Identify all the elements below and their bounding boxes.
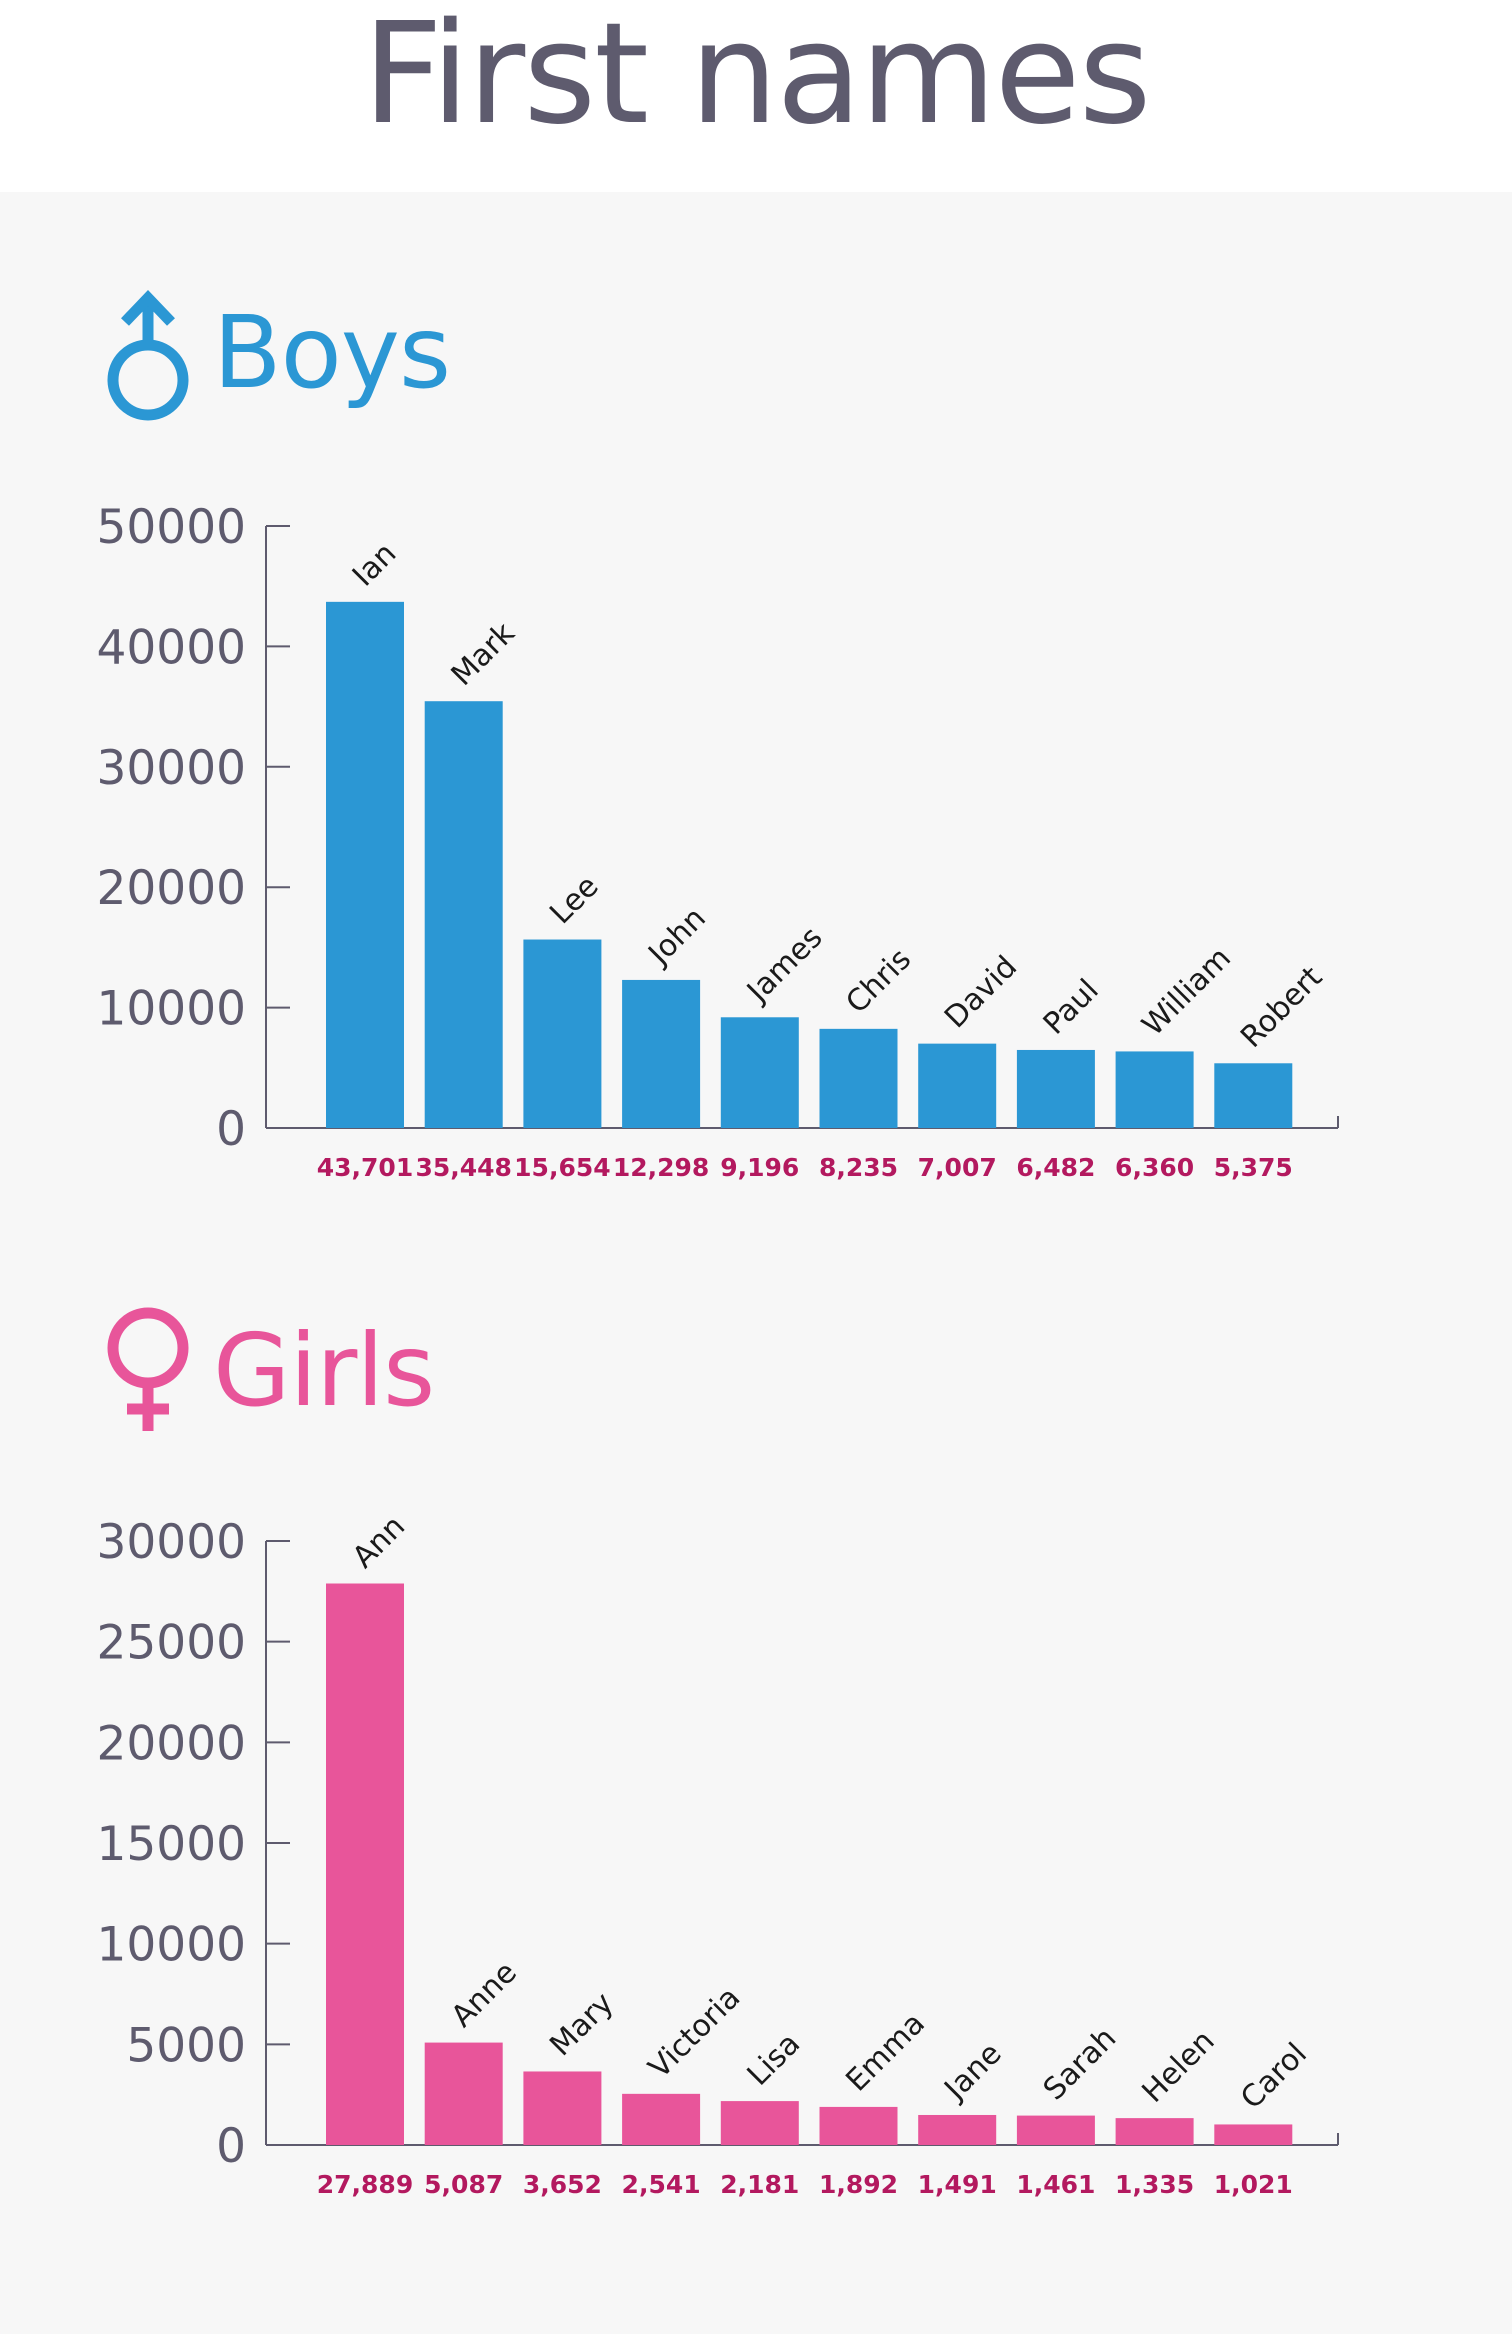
female-symbol-icon [107, 1307, 189, 1431]
chart-panel [0, 192, 1512, 2334]
bar-category-label: Victoria [642, 1980, 747, 2085]
y-tick-label: 10000 [96, 1918, 246, 1973]
bar [918, 1043, 997, 1128]
bar-value-label: 1,892 [819, 2170, 898, 2199]
y-tick-label: 40000 [96, 620, 246, 675]
bar-value-label: 8,235 [819, 1153, 898, 1182]
bar [523, 2071, 602, 2145]
bar [1016, 1049, 1095, 1128]
bar-value-label: 1,021 [1214, 2170, 1293, 2199]
boys-section-header: Boys [105, 288, 605, 428]
bar-value-label: 12,298 [613, 1153, 709, 1182]
y-tick-label: 20000 [96, 861, 246, 916]
y-tick-label: 30000 [96, 1515, 246, 1570]
bar-value-label: 43,701 [317, 1153, 413, 1182]
bar-value-label: 5,087 [424, 2170, 503, 2199]
bar-category-label: Paul [1037, 973, 1106, 1042]
bar [622, 979, 701, 1128]
bar-value-label: 6,482 [1016, 1153, 1095, 1182]
bar [1214, 1063, 1293, 1128]
boys-bar-chart: 0 10000 20000 30000 40000 50000 Ian 43,701 Mark 3… [96, 500, 1339, 1182]
bar-category-label: Helen [1136, 2024, 1222, 2110]
bar-category-label: David [938, 949, 1024, 1035]
bar-value-label: 3,652 [523, 2170, 602, 2199]
y-tick-label: 15000 [96, 1817, 246, 1872]
y-tick-label: 30000 [96, 741, 246, 796]
y-tick-label: 25000 [96, 1616, 246, 1671]
bar-category-label: Emma [839, 2006, 931, 2098]
bar-category-label: James [739, 920, 829, 1010]
boys-heading: Boys [213, 294, 451, 411]
girls-heading: Girls [213, 1312, 435, 1429]
bar [720, 1017, 799, 1128]
bar [819, 1028, 898, 1128]
bar-category-label: Chris [839, 942, 918, 1021]
y-tick-label: 20000 [96, 1716, 246, 1771]
bar-value-label: 6,360 [1115, 1153, 1194, 1182]
bar-category-label: Robert [1234, 960, 1329, 1055]
bar-category-label: Carol [1234, 2036, 1314, 2116]
bar-value-label: 5,375 [1214, 1153, 1293, 1182]
bar-value-label: 7,007 [918, 1153, 997, 1182]
bar-category-label: Sarah [1037, 2021, 1123, 2107]
male-symbol-icon [107, 290, 189, 421]
bar [424, 2042, 503, 2145]
bar [326, 601, 404, 1128]
bar [720, 2101, 799, 2145]
bar-category-label: Mark [445, 615, 523, 693]
girls-bar-chart: 0 5000 10000 15000 20000 25000 30000 Ann 27,889 A… [96, 1509, 1339, 2199]
bar [523, 939, 602, 1128]
bar-category-label: Ian [346, 536, 403, 593]
bar-category-label: Lee [543, 869, 605, 931]
bar-value-label: 35,448 [415, 1153, 511, 1182]
bar [819, 2106, 898, 2145]
title-band [0, 0, 1512, 192]
girls-section-header: Girls [105, 1306, 605, 1446]
bar-category-label: William [1136, 941, 1238, 1043]
bar-category-label: Mary [543, 1986, 620, 2063]
y-tick-label: 0 [216, 1102, 246, 1157]
bar [1214, 2124, 1293, 2145]
bar [918, 2114, 997, 2145]
y-tick-label: 10000 [96, 982, 246, 1037]
page-title: First names [362, 0, 1151, 156]
bar [1115, 1051, 1194, 1128]
bar [424, 701, 503, 1128]
bar [622, 2093, 701, 2145]
bar-value-label: 9,196 [720, 1153, 799, 1182]
bar-value-label: 1,491 [918, 2170, 997, 2199]
bar-value-label: 1,461 [1016, 2170, 1095, 2199]
bar [326, 1583, 404, 2145]
bar-category-label: Lisa [741, 2026, 808, 2093]
bar-value-label: 2,541 [622, 2170, 701, 2199]
bar-category-label: Anne [445, 1955, 524, 2034]
bar [1115, 2118, 1194, 2145]
bar-category-label: Jane [937, 2036, 1009, 2108]
bar [1016, 2115, 1095, 2145]
bar-category-label: John [641, 901, 713, 973]
bar-category-label: Ann [346, 1509, 412, 1575]
y-tick-label: 50000 [96, 500, 246, 555]
bar-value-label: 15,654 [514, 1153, 610, 1182]
y-tick-label: 0 [216, 2119, 246, 2174]
bar-value-label: 2,181 [720, 2170, 799, 2199]
y-tick-label: 5000 [126, 2018, 246, 2073]
bar-value-label: 1,335 [1115, 2170, 1194, 2199]
bar-value-label: 27,889 [317, 2170, 413, 2199]
